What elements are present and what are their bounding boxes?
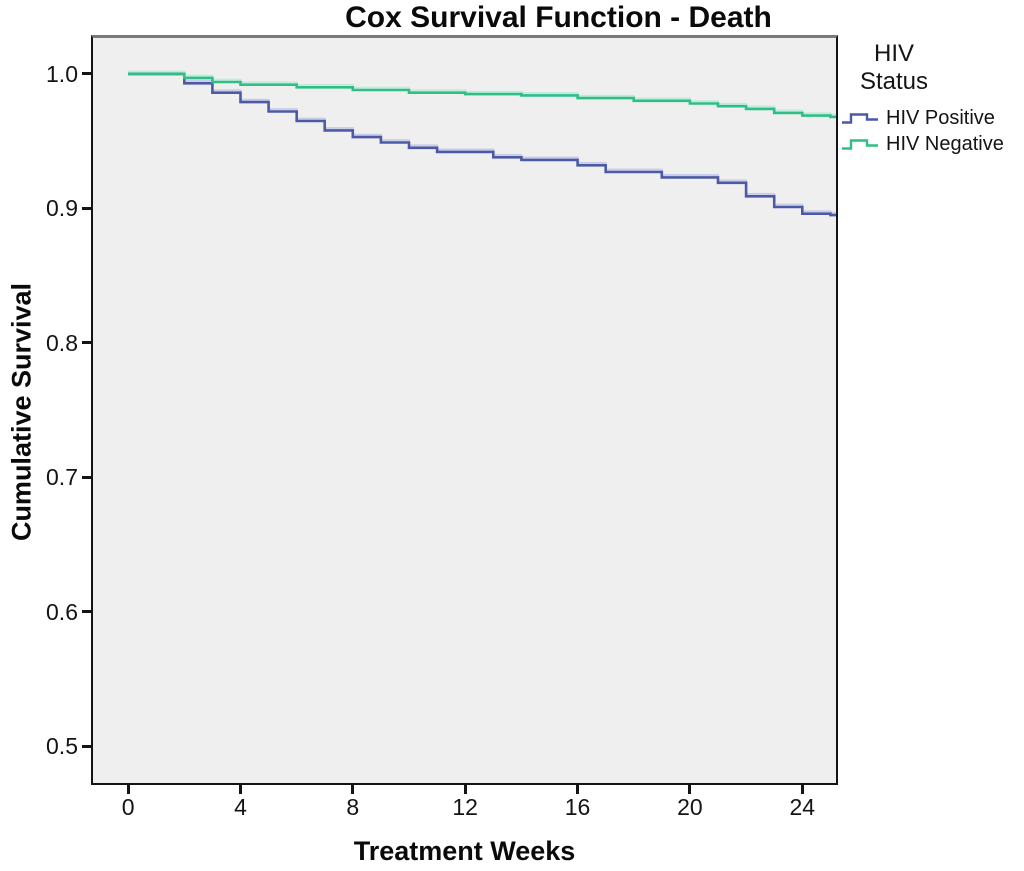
survival-curve-halo-hiv-positive	[128, 70, 836, 214]
x-tick-mark	[463, 785, 467, 794]
x-tick-mark	[800, 785, 804, 794]
x-tick-mark	[688, 785, 692, 794]
x-tick-mark	[576, 785, 580, 794]
legend-item-label: HIV Negative	[886, 132, 1004, 155]
y-tick-mark	[82, 744, 91, 748]
x-tick-label: 20	[677, 794, 703, 820]
y-tick-label: 0.5	[46, 733, 78, 760]
legend-item-label: HIV Positive	[886, 106, 995, 129]
legend-title-line2: Status	[859, 68, 929, 95]
y-tick-mark	[82, 341, 91, 345]
x-tick-label: 12	[452, 794, 478, 820]
plot-area	[91, 35, 838, 785]
x-tick-label: 0	[121, 794, 135, 820]
y-tick-mark	[82, 610, 91, 614]
y-tick-mark	[82, 475, 91, 479]
x-tick-mark	[238, 785, 242, 794]
legend-step-line-swatch-icon	[842, 113, 878, 124]
legend-title: HIV Status	[841, 40, 947, 96]
legend-item-hiv-positive: HIV Positive	[841, 105, 1023, 131]
legend-item-hiv-negative: HIV Negative	[841, 131, 1023, 157]
x-tick-mark	[126, 785, 130, 794]
y-tick-label: 1.0	[46, 60, 78, 87]
y-tick-label: 0.7	[46, 464, 78, 491]
x-tick-label: 4	[234, 794, 247, 820]
legend-items: HIV Positive HIV Negative	[841, 105, 1023, 157]
x-tick-label: 8	[346, 794, 360, 820]
survival-curves-plot	[128, 70, 836, 217]
y-axis-label: Cumulative Survival	[6, 282, 37, 542]
y-tick-mark	[82, 72, 91, 76]
legend: HIV Status HIV Positive HIV Negative	[841, 40, 1023, 157]
survival-curve-hiv-negative	[128, 72, 836, 119]
survival-curve-hiv-positive	[128, 72, 836, 217]
chart-title: Cox Survival Function - Death	[345, 1, 772, 34]
legend-step-line-swatch-icon	[842, 139, 878, 150]
y-tick-mark	[82, 206, 91, 210]
x-axis-label: Treatment Weeks	[353, 836, 576, 866]
x-tick-label: 24	[789, 794, 816, 820]
legend-title-line1: HIV	[873, 40, 914, 67]
y-tick-label: 0.8	[46, 329, 78, 356]
x-tick-label: 16	[564, 794, 591, 820]
y-tick-label: 0.6	[46, 598, 78, 625]
x-tick-mark	[351, 785, 355, 794]
y-tick-label: 0.9	[46, 195, 78, 222]
